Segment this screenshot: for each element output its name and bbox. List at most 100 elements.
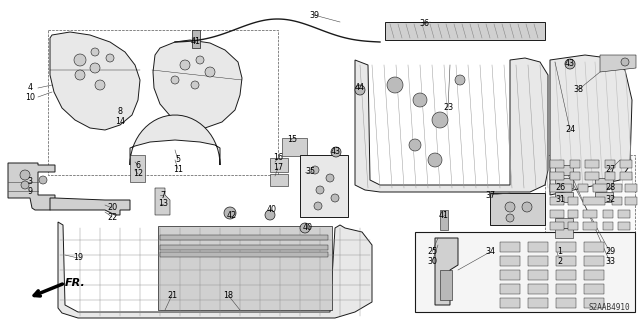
Bar bbox=[550, 172, 564, 180]
Circle shape bbox=[95, 80, 105, 90]
Circle shape bbox=[331, 147, 341, 157]
Circle shape bbox=[106, 54, 114, 62]
Circle shape bbox=[311, 166, 319, 174]
Circle shape bbox=[205, 67, 215, 77]
Circle shape bbox=[409, 139, 421, 151]
Text: 15: 15 bbox=[287, 136, 297, 145]
Polygon shape bbox=[50, 32, 140, 130]
Bar bbox=[160, 252, 328, 257]
Bar bbox=[583, 197, 605, 205]
Text: 35: 35 bbox=[305, 167, 315, 176]
Text: 39: 39 bbox=[309, 11, 319, 19]
Bar bbox=[500, 270, 520, 280]
Circle shape bbox=[39, 176, 47, 184]
Text: 2: 2 bbox=[557, 257, 563, 266]
Bar bbox=[556, 284, 576, 294]
Text: 43: 43 bbox=[565, 60, 575, 69]
Text: 40: 40 bbox=[267, 205, 277, 214]
Polygon shape bbox=[550, 55, 632, 195]
Polygon shape bbox=[158, 226, 332, 310]
Bar bbox=[578, 184, 588, 192]
Text: 41: 41 bbox=[439, 211, 449, 219]
Bar bbox=[555, 178, 573, 188]
Text: 20: 20 bbox=[107, 204, 117, 212]
Text: 10: 10 bbox=[25, 93, 35, 101]
Text: 27: 27 bbox=[605, 166, 615, 174]
Circle shape bbox=[191, 81, 199, 89]
Bar bbox=[528, 284, 548, 294]
Bar bbox=[282, 138, 307, 156]
Circle shape bbox=[171, 76, 179, 84]
Bar bbox=[625, 197, 637, 205]
Text: S2AAB4910: S2AAB4910 bbox=[588, 303, 630, 312]
Bar bbox=[585, 160, 599, 168]
Bar bbox=[583, 222, 597, 230]
Bar bbox=[595, 178, 613, 188]
Bar bbox=[605, 160, 615, 168]
Polygon shape bbox=[435, 238, 458, 305]
Bar bbox=[160, 235, 328, 240]
Circle shape bbox=[180, 60, 190, 70]
Circle shape bbox=[331, 194, 339, 202]
Text: 42: 42 bbox=[227, 211, 237, 220]
Polygon shape bbox=[155, 188, 170, 215]
Bar bbox=[270, 174, 288, 186]
Bar bbox=[584, 256, 604, 266]
Bar bbox=[528, 270, 548, 280]
Text: 18: 18 bbox=[223, 291, 233, 300]
Bar bbox=[550, 197, 564, 205]
Bar bbox=[528, 256, 548, 266]
Bar bbox=[603, 222, 613, 230]
Bar bbox=[584, 284, 604, 294]
Bar bbox=[585, 172, 599, 180]
Text: 37: 37 bbox=[485, 190, 495, 199]
Circle shape bbox=[90, 63, 100, 73]
Polygon shape bbox=[355, 58, 548, 192]
Text: 13: 13 bbox=[158, 199, 168, 209]
Bar bbox=[570, 160, 580, 168]
Polygon shape bbox=[490, 193, 545, 225]
Bar bbox=[618, 222, 630, 230]
Bar bbox=[568, 222, 578, 230]
Bar bbox=[568, 210, 578, 218]
Text: 12: 12 bbox=[133, 169, 143, 179]
Bar bbox=[603, 210, 613, 218]
Bar bbox=[500, 242, 520, 252]
Bar bbox=[612, 184, 622, 192]
Bar bbox=[555, 218, 573, 228]
Text: 31: 31 bbox=[555, 196, 565, 204]
Circle shape bbox=[196, 56, 204, 64]
Bar bbox=[550, 184, 572, 192]
Text: 44: 44 bbox=[355, 84, 365, 93]
Polygon shape bbox=[153, 40, 242, 128]
Circle shape bbox=[522, 202, 532, 212]
Bar bbox=[620, 172, 632, 180]
Text: 30: 30 bbox=[427, 257, 437, 266]
Circle shape bbox=[565, 59, 575, 69]
Circle shape bbox=[75, 70, 85, 80]
Circle shape bbox=[265, 210, 275, 220]
Circle shape bbox=[355, 85, 365, 95]
Bar bbox=[612, 197, 622, 205]
Text: 5: 5 bbox=[175, 155, 180, 165]
Bar bbox=[555, 192, 573, 202]
Circle shape bbox=[326, 174, 334, 182]
Bar bbox=[48, 30, 278, 175]
Bar bbox=[550, 210, 564, 218]
Bar bbox=[440, 270, 452, 300]
Bar bbox=[555, 228, 573, 238]
Bar bbox=[568, 197, 578, 205]
Bar bbox=[550, 222, 564, 230]
Bar bbox=[584, 298, 604, 308]
Bar bbox=[500, 256, 520, 266]
Polygon shape bbox=[130, 115, 220, 165]
Text: 43: 43 bbox=[331, 147, 341, 157]
Bar bbox=[556, 298, 576, 308]
Bar bbox=[618, 210, 630, 218]
Polygon shape bbox=[130, 155, 145, 182]
Circle shape bbox=[316, 186, 324, 194]
Bar bbox=[545, 155, 635, 255]
Bar bbox=[528, 298, 548, 308]
Text: FR.: FR. bbox=[65, 278, 86, 288]
Text: 25: 25 bbox=[427, 248, 437, 256]
